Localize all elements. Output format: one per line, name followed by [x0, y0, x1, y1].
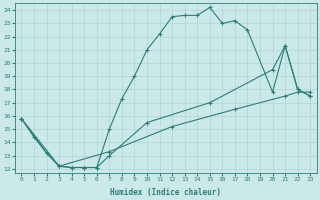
X-axis label: Humidex (Indice chaleur): Humidex (Indice chaleur) [110, 188, 221, 197]
